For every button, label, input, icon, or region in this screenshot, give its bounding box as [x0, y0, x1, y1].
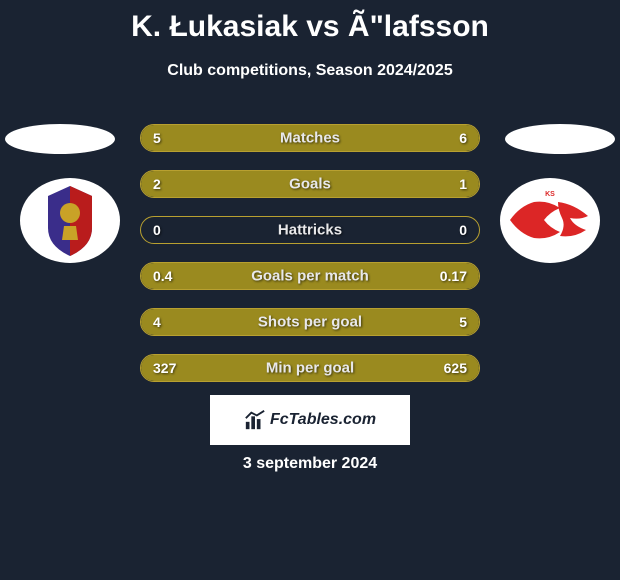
svg-text:KS: KS: [545, 191, 555, 198]
stat-bar-row: Goals2 1: [140, 170, 480, 198]
stat-value-right: 5: [459, 314, 467, 330]
stats-bars-container: Matches56Goals21Hattricks00Goals per mat…: [140, 124, 480, 400]
comparison-title: K. Łukasiak vs Ã"lafsson: [0, 0, 620, 44]
stat-bar-label: Goals: [141, 176, 479, 193]
stat-bar-row: Matches5 6: [140, 124, 480, 152]
platform-ellipse-right: [505, 124, 615, 154]
team-badge-left: [20, 178, 120, 263]
comparison-subtitle: Club competitions, Season 2024/2025: [0, 62, 620, 80]
chart-bars-icon: [244, 409, 266, 431]
stat-value-left: 327: [153, 360, 176, 376]
stat-value-left: 5: [153, 130, 161, 146]
stat-value-right: 6: [459, 130, 467, 146]
stat-value-right: 0: [459, 222, 467, 238]
stat-value-left: 4: [153, 314, 161, 330]
stat-value-right: 625: [444, 360, 467, 376]
stat-bar-row: Hattricks0 0: [140, 216, 480, 244]
stat-bar-row: Shots per goal4 5: [140, 308, 480, 336]
pogon-badge-icon: [20, 178, 120, 263]
stat-bar-label: Shots per goal: [141, 314, 479, 331]
watermark-text: FcTables.com: [270, 411, 376, 429]
stat-value-left: 0: [153, 222, 161, 238]
stat-bar-label: Matches: [141, 130, 479, 147]
fctables-watermark: FcTables.com: [210, 395, 410, 445]
stat-bar-row: Goals per match0.4 0.17: [140, 262, 480, 290]
comparison-date: 3 september 2024: [0, 455, 620, 473]
stat-value-right: 0.17: [440, 268, 467, 284]
stat-bar-label: Hattricks: [141, 222, 479, 239]
stat-bar-label: Goals per match: [141, 268, 479, 285]
stat-bar-row: Min per goal327 625: [140, 354, 480, 382]
stat-bar-label: Min per goal: [141, 360, 479, 377]
stat-value-left: 2: [153, 176, 161, 192]
stat-value-right: 1: [459, 176, 467, 192]
platform-ellipse-left: [5, 124, 115, 154]
stat-value-left: 0.4: [153, 268, 172, 284]
team-badge-right: KS: [500, 178, 600, 263]
cracovia-badge-icon: KS: [500, 178, 600, 263]
